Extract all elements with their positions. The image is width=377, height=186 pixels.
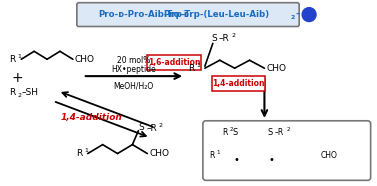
Text: 1,4-addition: 1,4-addition <box>61 113 123 122</box>
Text: 1,4-addition: 1,4-addition <box>212 79 265 88</box>
Text: S: S <box>138 123 144 132</box>
Text: Pro-: Pro- <box>163 10 183 19</box>
Text: CHO: CHO <box>75 55 95 64</box>
Text: 1,6-addition: 1,6-addition <box>148 58 200 67</box>
FancyBboxPatch shape <box>77 3 299 26</box>
FancyBboxPatch shape <box>147 55 201 70</box>
Text: •: • <box>268 155 274 166</box>
FancyBboxPatch shape <box>203 121 371 180</box>
Text: –R: –R <box>219 34 230 43</box>
Text: CHO: CHO <box>149 149 169 158</box>
Circle shape <box>302 8 316 22</box>
Text: 1: 1 <box>217 150 220 155</box>
Text: 1: 1 <box>196 63 200 68</box>
Text: –: – <box>295 10 299 19</box>
Text: R: R <box>188 64 194 73</box>
Text: 2: 2 <box>286 127 290 132</box>
Text: R: R <box>9 55 15 64</box>
Text: CHO: CHO <box>267 64 287 73</box>
Text: S: S <box>267 128 273 137</box>
Text: 2: 2 <box>17 94 21 98</box>
Text: Pro-ᴅ-Pro-Aib-Trp-Trp-(Leu-Leu-Aib): Pro-ᴅ-Pro-Aib-Trp-Trp-(Leu-Leu-Aib) <box>98 10 270 19</box>
Text: 2: 2 <box>232 33 236 38</box>
FancyBboxPatch shape <box>212 76 265 91</box>
Text: MeOH/H₂O: MeOH/H₂O <box>113 81 153 91</box>
Text: HX•peptide: HX•peptide <box>111 65 156 74</box>
Text: 1: 1 <box>17 54 21 59</box>
Text: 2: 2 <box>158 123 162 128</box>
Text: ᴅ: ᴅ <box>183 10 188 19</box>
Text: R: R <box>77 149 83 158</box>
Text: 1: 1 <box>85 148 89 153</box>
Text: 2: 2 <box>290 15 294 20</box>
Text: +: + <box>11 71 23 85</box>
Text: S: S <box>233 128 238 137</box>
Text: •: • <box>234 155 239 166</box>
Text: R: R <box>222 128 228 137</box>
Text: CHO: CHO <box>321 151 338 160</box>
Text: –R: –R <box>146 124 157 133</box>
Text: –SH: –SH <box>21 89 38 97</box>
Text: R: R <box>9 89 15 97</box>
Text: S: S <box>212 34 218 43</box>
Text: 20 mol%: 20 mol% <box>117 56 150 65</box>
Text: –R: –R <box>274 128 284 137</box>
Text: 2: 2 <box>230 127 233 132</box>
Text: R: R <box>210 151 215 160</box>
